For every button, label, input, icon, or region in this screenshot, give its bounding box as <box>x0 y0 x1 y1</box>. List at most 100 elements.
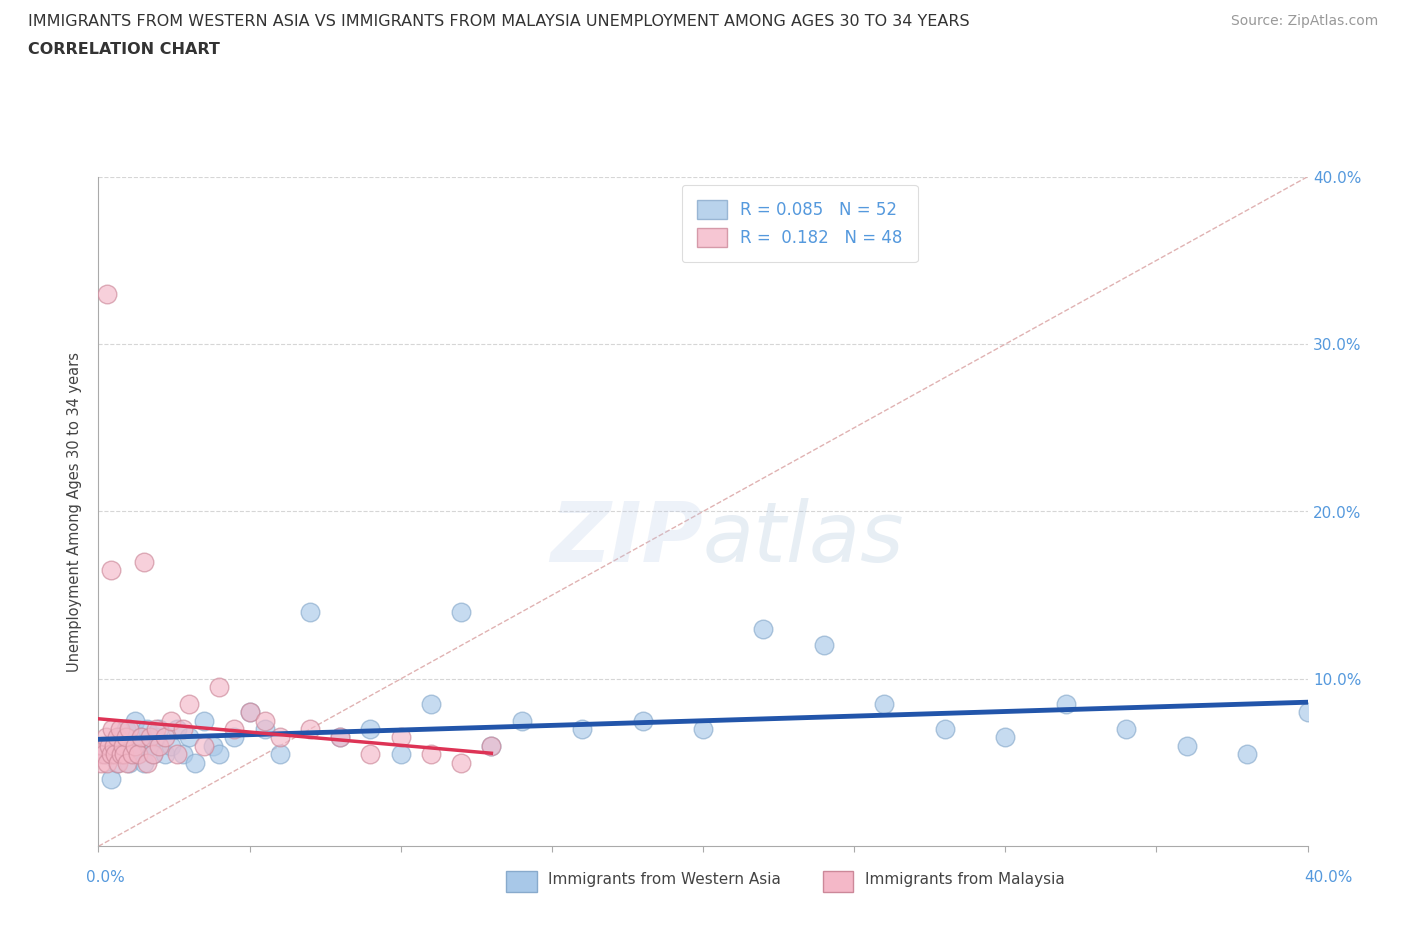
Point <box>96 286 118 301</box>
Point <box>329 730 352 745</box>
Point <box>101 722 124 737</box>
Point <box>118 722 141 737</box>
Point <box>450 755 472 770</box>
Point <box>145 722 167 737</box>
Point <box>132 755 155 770</box>
Point <box>153 747 176 762</box>
Text: Immigrants from Malaysia: Immigrants from Malaysia <box>865 872 1064 887</box>
Point <box>121 738 143 753</box>
Point <box>105 730 128 745</box>
Point <box>111 747 134 762</box>
Point <box>105 755 128 770</box>
Point <box>239 705 262 720</box>
Point <box>98 738 121 753</box>
Text: 40.0%: 40.0% <box>1305 870 1353 884</box>
Point <box>450 604 472 619</box>
Point <box>114 730 136 745</box>
Point <box>132 554 155 569</box>
Point <box>103 738 125 753</box>
Point <box>389 747 412 762</box>
Point <box>420 747 443 762</box>
Point <box>121 747 143 762</box>
Point <box>142 747 165 762</box>
Point <box>253 722 276 737</box>
Point <box>135 722 157 737</box>
Point <box>299 604 322 619</box>
Point <box>148 722 170 737</box>
Point <box>142 747 165 762</box>
Point <box>129 730 152 745</box>
Point <box>114 722 136 737</box>
Point <box>153 730 176 745</box>
Point <box>253 713 276 728</box>
Point <box>269 730 291 745</box>
Point <box>360 722 382 737</box>
Point <box>94 730 117 745</box>
Point <box>107 755 129 770</box>
Point <box>224 730 246 745</box>
Point <box>91 738 114 753</box>
Point <box>420 697 443 711</box>
Point <box>179 730 201 745</box>
Point <box>1175 738 1198 753</box>
Point <box>108 722 131 737</box>
Point <box>813 638 835 653</box>
Point <box>124 713 146 728</box>
Point <box>752 621 775 636</box>
Text: ZIP: ZIP <box>550 498 703 578</box>
Point <box>631 713 654 728</box>
Point <box>96 747 118 762</box>
Point <box>108 730 131 745</box>
Point <box>179 697 201 711</box>
Point <box>139 738 162 753</box>
Point <box>934 722 956 737</box>
Point <box>299 722 322 737</box>
Point <box>89 747 111 762</box>
Point <box>1115 722 1137 737</box>
Point <box>112 747 135 762</box>
Point <box>100 747 122 762</box>
Point <box>481 738 503 753</box>
Point <box>1054 697 1077 711</box>
Text: CORRELATION CHART: CORRELATION CHART <box>28 42 219 57</box>
Point <box>389 730 412 745</box>
Text: Immigrants from Western Asia: Immigrants from Western Asia <box>548 872 782 887</box>
Point <box>692 722 714 737</box>
Point <box>269 747 291 762</box>
Point <box>93 747 115 762</box>
Point <box>110 747 132 762</box>
Point <box>160 738 183 753</box>
Point <box>118 755 141 770</box>
Point <box>184 755 207 770</box>
Point <box>145 730 167 745</box>
Point <box>510 713 533 728</box>
Point <box>129 730 152 745</box>
Point <box>104 747 127 762</box>
Point <box>329 730 352 745</box>
Y-axis label: Unemployment Among Ages 30 to 34 years: Unemployment Among Ages 30 to 34 years <box>67 352 83 671</box>
Point <box>1296 705 1319 720</box>
Point <box>90 755 112 770</box>
Point <box>208 747 231 762</box>
Text: atlas: atlas <box>703 498 904 578</box>
Point <box>360 747 382 762</box>
Point <box>127 747 149 762</box>
Text: 0.0%: 0.0% <box>86 870 125 884</box>
Point <box>224 722 246 737</box>
Point <box>160 713 183 728</box>
Point <box>111 738 134 753</box>
Point <box>994 730 1017 745</box>
Legend: R = 0.085   N = 52, R =  0.182   N = 48: R = 0.085 N = 52, R = 0.182 N = 48 <box>682 185 918 262</box>
Point <box>100 563 122 578</box>
Text: IMMIGRANTS FROM WESTERN ASIA VS IMMIGRANTS FROM MALAYSIA UNEMPLOYMENT AMONG AGES: IMMIGRANTS FROM WESTERN ASIA VS IMMIGRAN… <box>28 14 970 29</box>
Point <box>124 738 146 753</box>
Point <box>193 738 215 753</box>
Point <box>166 747 188 762</box>
Point <box>208 680 231 695</box>
Point <box>239 705 262 720</box>
Point <box>873 697 896 711</box>
Point <box>148 738 170 753</box>
Point <box>571 722 593 737</box>
Point <box>115 755 138 770</box>
Point <box>100 772 122 787</box>
